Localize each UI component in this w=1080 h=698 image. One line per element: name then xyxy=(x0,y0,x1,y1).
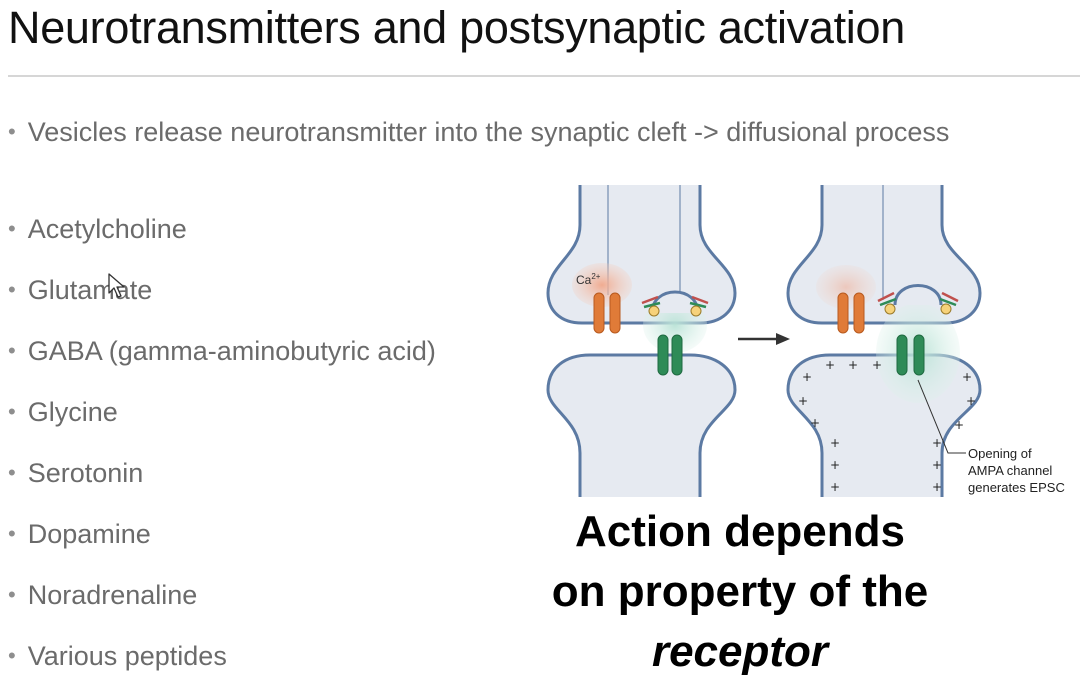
svg-text:+: + xyxy=(962,370,972,384)
bullet-marker: • xyxy=(8,399,16,424)
svg-text:+: + xyxy=(798,394,808,408)
mouse-cursor-icon xyxy=(108,273,125,298)
neurotransmitter-list: • Acetylcholine • Glutamate • GABA (gamma-a… xyxy=(8,210,436,698)
svg-text:AMPA channel: AMPA channel xyxy=(968,463,1052,478)
bullet-marker: • xyxy=(8,460,16,485)
bullet-marker: • xyxy=(8,216,16,241)
lead-bullet: • Vesicles release neurotransmitter into … xyxy=(8,117,949,148)
svg-text:+: + xyxy=(932,480,942,494)
list-item: • GABA (gamma-aminobutyric acid) xyxy=(8,332,436,393)
right-synapse: + + + + + + + + + + + + + + + xyxy=(786,185,982,497)
snare-complex xyxy=(641,295,709,309)
list-item-text: Dopamine xyxy=(27,519,151,549)
callout-line: on property of the xyxy=(551,567,929,616)
svg-text:+: + xyxy=(830,436,840,450)
list-item: • Dopamine xyxy=(8,515,436,576)
annotation-leader-line xyxy=(917,379,966,454)
list-item: • Noradrenaline xyxy=(8,576,436,637)
svg-text:+: + xyxy=(932,458,942,472)
left-synapse: Ca2+ xyxy=(546,185,737,497)
synaptotagmin xyxy=(884,303,896,315)
synaptotagmin xyxy=(940,303,952,315)
callout-line: Action depends xyxy=(574,507,906,556)
calcium-label: Ca2+ xyxy=(576,272,601,287)
svg-text:+: + xyxy=(825,358,835,372)
list-item-text: Glutamate xyxy=(27,275,153,305)
list-item-text: Acetylcholine xyxy=(27,214,187,244)
svg-text:+: + xyxy=(966,394,976,408)
callout-text: Action depends on property of the recept… xyxy=(520,502,960,682)
callout-line-emphasis: receptor xyxy=(651,627,829,676)
bullet-marker: • xyxy=(8,277,16,302)
list-item: • Acetylcholine xyxy=(8,210,436,271)
svg-text:+: + xyxy=(830,458,840,472)
lead-bullet-text: Vesicles release neurotransmitter into t… xyxy=(27,117,950,147)
snare-complex xyxy=(877,291,959,307)
svg-text:+: + xyxy=(932,436,942,450)
bullet-marker: • xyxy=(8,582,16,607)
svg-text:+: + xyxy=(872,358,882,372)
list-item-text: Noradrenaline xyxy=(27,580,198,610)
svg-text:+: + xyxy=(802,370,812,384)
arrow-right-icon xyxy=(738,333,790,345)
list-item: • Serotonin xyxy=(8,454,436,515)
calcium-channel xyxy=(593,292,621,334)
list-item-text: Various peptides xyxy=(27,641,227,671)
svg-text:+: + xyxy=(830,480,840,494)
svg-text:+: + xyxy=(954,418,964,432)
list-item-text: GABA (gamma-aminobutyric acid) xyxy=(27,336,436,366)
postsynaptic-spine xyxy=(546,353,737,497)
ampa-channel-closed xyxy=(657,334,683,376)
ampa-channel-open xyxy=(896,334,925,376)
positive-charges: + + + + + + + + + + + + + + + xyxy=(798,358,976,494)
svg-text:Opening of: Opening of xyxy=(968,446,1032,461)
bullet-marker: • xyxy=(8,119,16,144)
svg-text:generates EPSC: generates EPSC xyxy=(968,480,1065,495)
svg-text:+: + xyxy=(848,358,858,372)
bullet-marker: • xyxy=(8,643,16,668)
list-item: • Various peptides xyxy=(8,637,436,698)
list-item: • Glutamate xyxy=(8,271,436,332)
svg-text:+: + xyxy=(810,416,820,430)
bullet-marker: • xyxy=(8,521,16,546)
fused-vesicle xyxy=(893,284,943,306)
list-item-text: Glycine xyxy=(27,397,118,427)
synaptotagmin xyxy=(690,305,702,317)
synaptotagmin xyxy=(648,305,660,317)
slide-title: Neurotransmitters and postsynaptic activ… xyxy=(8,2,905,53)
calcium-channel xyxy=(837,292,865,334)
bullet-marker: • xyxy=(8,338,16,363)
list-item-text: Serotonin xyxy=(27,458,144,488)
annotation-label: Opening of AMPA channel generates EPSC xyxy=(968,446,1065,495)
synapse-diagram: Ca2+ xyxy=(546,185,1065,497)
list-item: • Glycine xyxy=(8,393,436,454)
title-divider xyxy=(8,75,1080,77)
